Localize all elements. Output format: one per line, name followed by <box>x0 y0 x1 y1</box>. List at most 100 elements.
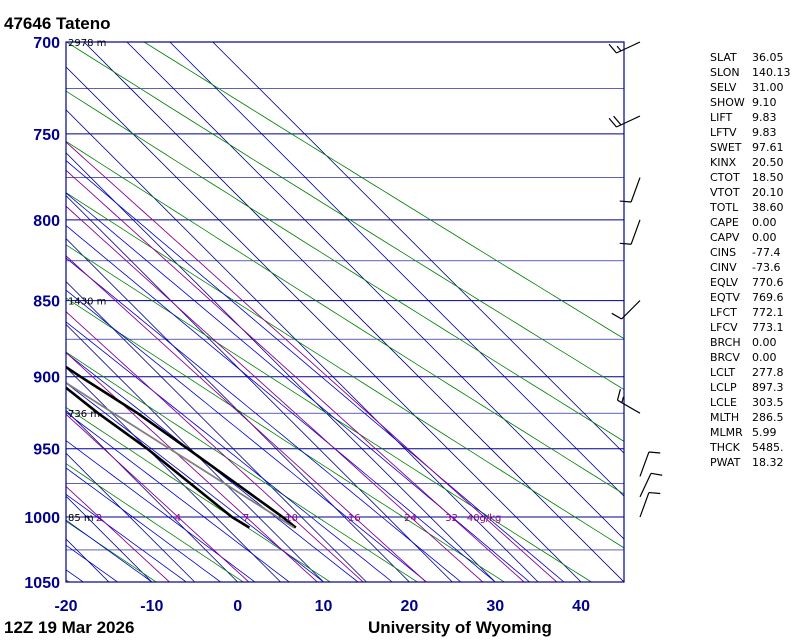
wind-barb <box>616 389 641 414</box>
index-key: BRCV <box>710 351 740 364</box>
wind-barb-flag <box>648 491 661 495</box>
isotherm-line <box>126 42 624 540</box>
index-value: 0.00 <box>752 351 777 364</box>
height-label: 2978 m <box>68 38 106 49</box>
parcel-profile-line <box>66 381 295 529</box>
index-key: TOTL <box>709 201 739 214</box>
mixing-ratio-line <box>66 351 318 582</box>
moist-adiabat-line <box>66 440 256 582</box>
footer-institution: University of Wyoming <box>368 618 552 637</box>
moist-adiabat-line <box>66 352 359 582</box>
plot-frame <box>65 41 625 583</box>
isotherm-line <box>83 42 624 582</box>
index-value: -77.4 <box>752 246 780 259</box>
index-value: 5.99 <box>752 426 777 439</box>
wind-barb <box>608 115 641 128</box>
index-value: 769.6 <box>752 291 784 304</box>
wind-barb-staff <box>616 41 641 54</box>
pressure-tick-label: 900 <box>33 370 60 387</box>
wind-barb-staff <box>630 177 641 203</box>
moist-adiabat-line <box>66 519 153 582</box>
dry-adiabat-line <box>66 463 244 582</box>
index-value: 277.8 <box>752 366 784 379</box>
temperature-tick-label: 20 <box>400 598 418 615</box>
height-label: 85 m <box>68 513 94 524</box>
isotherm-line <box>169 42 624 497</box>
index-key: SLAT <box>710 51 737 64</box>
mixing-ratio-label: 40g/kg <box>467 513 502 524</box>
dry-adiabat-line <box>66 406 331 582</box>
mixing-ratio-line <box>66 485 170 582</box>
wind-barb <box>619 219 641 245</box>
wind-barb-half-flag <box>616 45 622 52</box>
index-key: PWAT <box>710 456 741 469</box>
moist-adiabat-line <box>66 382 324 582</box>
isotherm-line <box>0 42 23 582</box>
index-value: 38.60 <box>752 201 784 214</box>
isotherm-line <box>66 280 367 582</box>
wind-barb <box>619 177 641 203</box>
wind-barb-flag <box>613 115 622 126</box>
moist-adiabat-line <box>0 42 49 582</box>
dry-adiabat-line <box>66 90 624 442</box>
stability-indices-table: SLAT 36.05 SLON 140.13 SELV 31.00 SHOW 9.10 LIFT… <box>709 51 791 469</box>
index-value: 897.3 <box>752 381 784 394</box>
index-value: 18.32 <box>752 456 784 469</box>
wind-barb <box>608 41 641 54</box>
index-value: 0.00 <box>752 231 777 244</box>
index-key: LIFT <box>710 111 733 124</box>
index-value: 20.10 <box>752 186 784 199</box>
wind-barb-half-flag <box>621 396 625 403</box>
wind-barb <box>611 300 641 320</box>
index-value: -73.6 <box>752 261 780 274</box>
wind-barb <box>639 491 661 518</box>
index-key: LCLP <box>710 381 737 394</box>
dry-adiabat-line <box>66 351 418 582</box>
pressure-tick-label: 850 <box>33 294 60 311</box>
wind-barb-staff <box>616 115 641 128</box>
grid-layer <box>0 42 624 582</box>
index-key: LCLE <box>710 396 737 409</box>
index-key: CINV <box>710 261 737 274</box>
isotherm-line <box>66 581 67 582</box>
temperature-profile-line <box>66 365 297 529</box>
wind-barb <box>639 451 661 477</box>
wind-barb-flag <box>650 472 663 476</box>
index-value: 31.00 <box>752 81 784 94</box>
temperature-tick-label: -20 <box>54 598 77 615</box>
dewpoint-profile-line <box>66 386 251 529</box>
index-value: 0.00 <box>752 336 777 349</box>
index-key: KINX <box>710 156 737 169</box>
isotherm-line <box>212 42 624 454</box>
index-key: CAPE <box>710 216 739 229</box>
index-key: VTOT <box>710 186 740 199</box>
index-value: 140.13 <box>752 66 791 79</box>
temperature-tick-label: 30 <box>486 598 504 615</box>
temperature-tick-label: 0 <box>233 598 242 615</box>
profile-layer <box>66 365 297 529</box>
wind-barb-staff <box>630 219 641 245</box>
wind-barb-staff <box>617 399 641 414</box>
wind-barb-staff <box>639 473 652 498</box>
mixing-ratio-line <box>66 141 558 582</box>
index-value: 772.1 <box>752 306 784 319</box>
dry-adiabat-line <box>66 42 624 391</box>
moist-adiabat-line <box>0 42 15 582</box>
index-value: 9.83 <box>752 126 777 139</box>
index-value: 36.05 <box>752 51 784 64</box>
mixing-ratio-label: 7 <box>243 513 249 524</box>
mixing-ratio-label: 10 <box>285 513 298 524</box>
index-value: 286.5 <box>752 411 784 424</box>
isotherm-line <box>66 323 324 582</box>
wind-barb-column <box>608 41 663 518</box>
mixing-ratio-line <box>66 413 250 582</box>
pressure-tick-label: 950 <box>33 442 60 459</box>
wind-barb-flag <box>608 43 617 54</box>
index-value: 5485. <box>752 441 784 454</box>
dry-adiabat-line <box>66 192 624 549</box>
label-layer: 700 750 800 850 900 950 1000 1050 -20 -10 0 10 20 30 4… <box>24 35 590 615</box>
index-key: CINS <box>710 246 736 259</box>
index-value: 20.50 <box>752 156 784 169</box>
moist-adiabat-line <box>66 289 427 582</box>
station-title: 47646 Tateno <box>4 14 110 33</box>
